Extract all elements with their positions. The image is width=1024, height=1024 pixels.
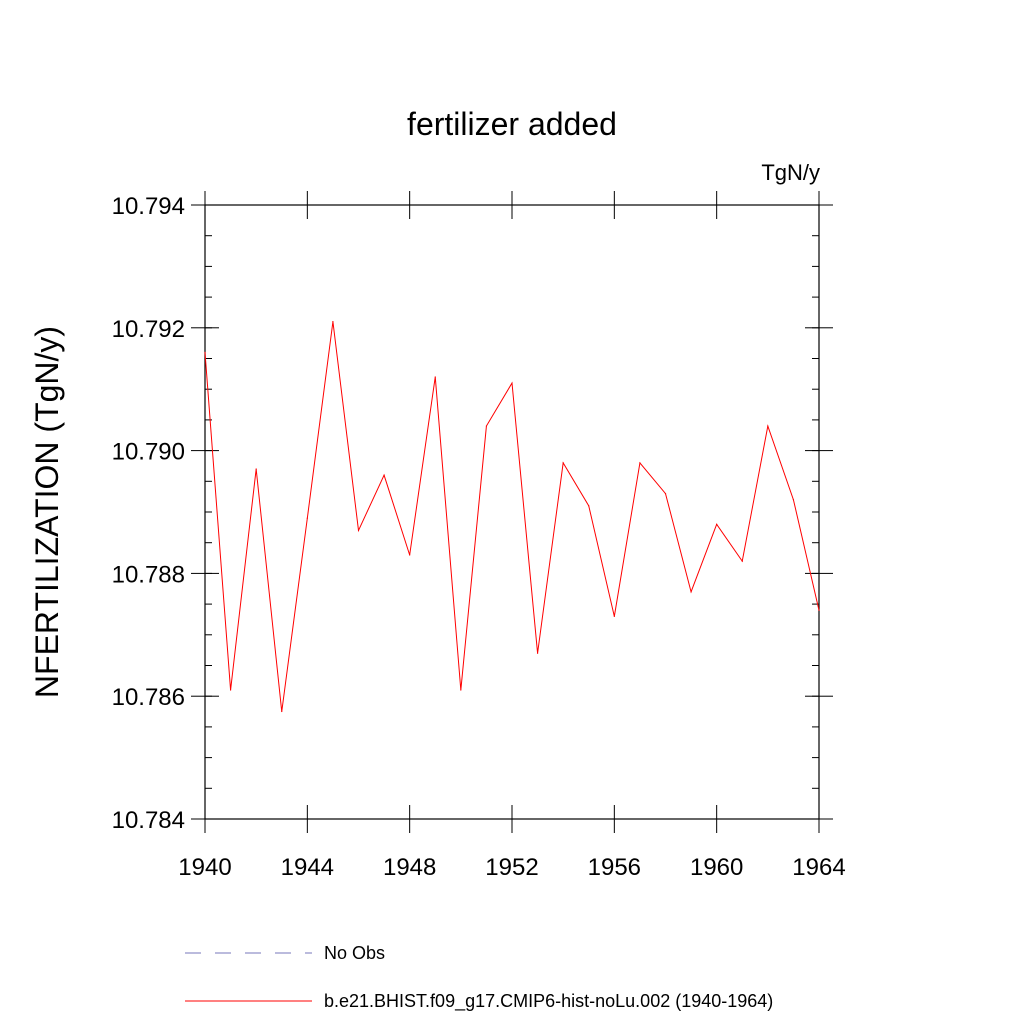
data-point: [332, 321, 334, 323]
data-point: [434, 376, 436, 378]
data-point: [383, 474, 385, 476]
series-points: [204, 321, 820, 713]
legend: No Obs b.e21.BHIST.f09_g17.CMIP6-hist-no…: [185, 943, 773, 1012]
data-point: [536, 652, 539, 654]
data-point: [664, 492, 667, 495]
data-point: [281, 710, 283, 713]
chart-title: fertilizer added: [407, 106, 617, 142]
x-tick-labels: 1940 1944 1948 1952 1956 1960 1964: [178, 854, 845, 881]
x-tick-label: 1944: [281, 854, 334, 881]
y-tick-label: 10.786: [112, 684, 185, 711]
data-point: [792, 499, 795, 501]
x-tick-label: 1952: [485, 854, 538, 881]
data-point: [562, 462, 564, 464]
data-point: [485, 425, 488, 427]
y-tick-label: 10.792: [112, 316, 185, 343]
y-tick-label: 10.790: [112, 439, 185, 466]
data-point: [306, 517, 308, 519]
y-tick-labels: 10.784 10.786 10.788 10.790 10.792 10.794: [112, 193, 185, 834]
x-tick-label: 1960: [690, 854, 743, 881]
series-line: [204, 321, 820, 712]
data-point: [741, 560, 743, 562]
x-tick-label: 1940: [178, 854, 231, 881]
y-axis-label: NFERTILIZATION (TgN/y): [29, 326, 65, 698]
data-point: [639, 462, 641, 464]
data-point: [409, 554, 411, 556]
legend-label-model: b.e21.BHIST.f09_g17.CMIP6-hist-noLu.002 …: [324, 991, 773, 1012]
y-tick-label: 10.788: [112, 561, 185, 588]
data-point: [460, 689, 462, 691]
units-label: TgN/y: [761, 160, 820, 185]
data-point: [767, 425, 769, 427]
data-point: [357, 529, 360, 532]
data-point: [818, 609, 820, 611]
data-point: [229, 689, 232, 691]
legend-label-no-obs: No Obs: [324, 943, 385, 963]
data-point: [690, 591, 692, 593]
data-point: [716, 523, 718, 525]
data-point: [613, 615, 615, 617]
y-tick-label: 10.794: [112, 193, 185, 220]
x-tick-label: 1964: [792, 854, 845, 881]
data-point: [511, 382, 513, 384]
data-point: [588, 505, 590, 507]
y-tick-label: 10.784: [112, 807, 185, 834]
x-tick-label: 1956: [588, 854, 641, 881]
axis-ticks: [191, 191, 833, 833]
data-point: [255, 468, 257, 470]
plot-frame: [204, 204, 820, 820]
x-tick-label: 1948: [383, 854, 436, 881]
data-point: [204, 351, 206, 353]
